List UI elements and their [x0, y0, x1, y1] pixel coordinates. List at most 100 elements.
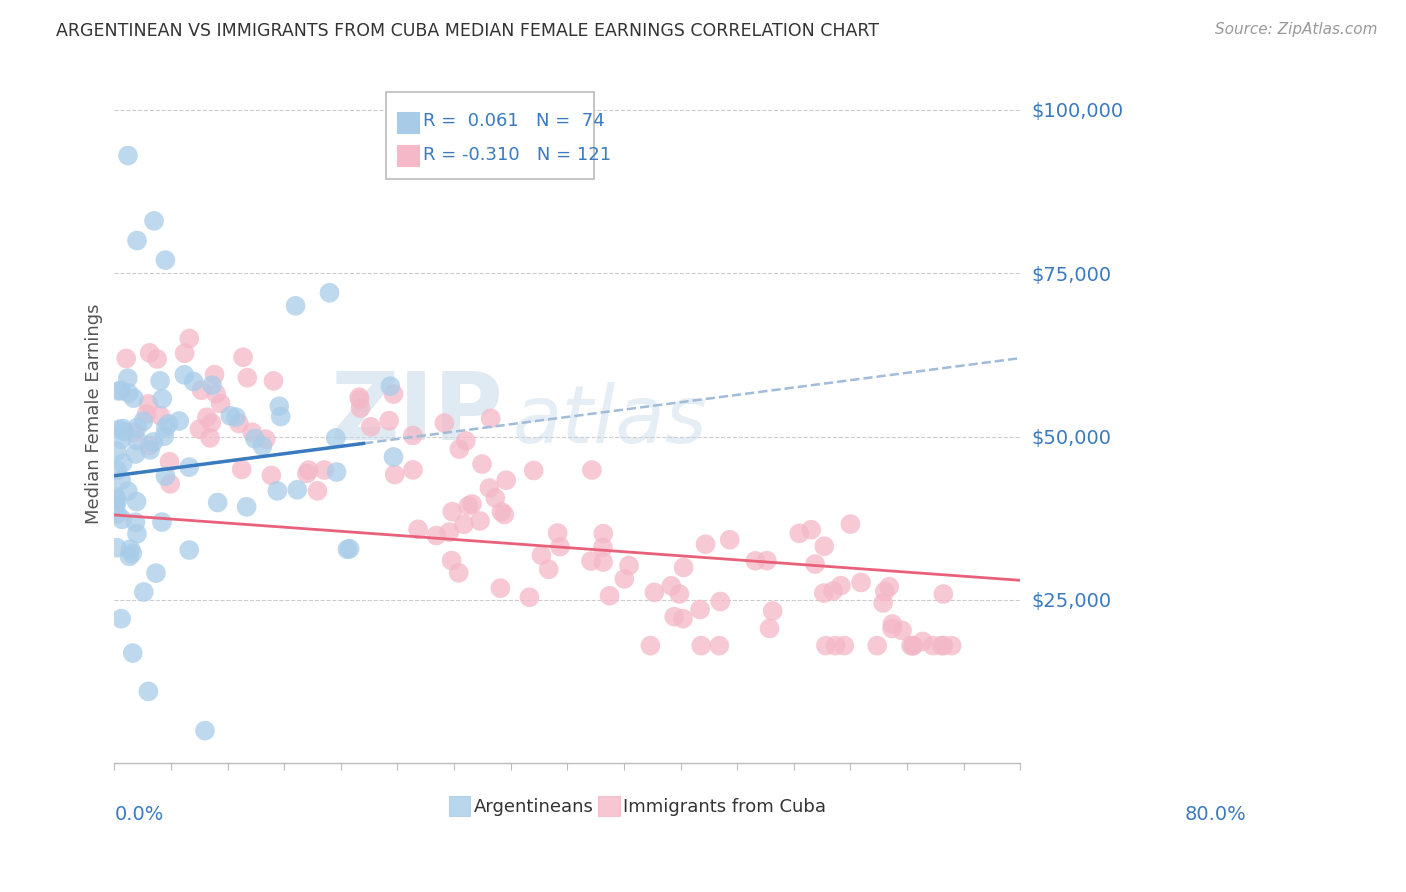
Point [121, 646, 143, 660]
Point [153, 429, 176, 443]
Point [672, 560, 695, 574]
Point [814, 639, 837, 653]
Point [382, 450, 405, 464]
Point [142, 434, 165, 449]
Point [941, 639, 963, 653]
Point [110, 433, 132, 447]
Point [672, 612, 695, 626]
Point [382, 387, 405, 401]
Point [125, 234, 148, 248]
Point [108, 384, 131, 398]
Point [201, 378, 224, 392]
Point [592, 541, 614, 555]
Point [105, 444, 128, 458]
Point [254, 432, 277, 446]
Point [111, 512, 134, 526]
Point [882, 616, 904, 631]
Point [179, 332, 201, 346]
Point [755, 554, 778, 568]
Point [159, 476, 181, 491]
Point [105, 541, 128, 555]
Point [314, 463, 336, 477]
Point [402, 463, 425, 477]
Point [225, 410, 247, 425]
Point [758, 622, 780, 636]
Point [349, 392, 371, 407]
Text: 80.0%: 80.0% [1185, 805, 1247, 824]
Point [138, 346, 160, 360]
Point [252, 439, 274, 453]
Point [744, 554, 766, 568]
Point [232, 350, 254, 364]
Point [243, 432, 266, 446]
Point [117, 148, 139, 162]
Point [198, 431, 221, 445]
Point [617, 558, 640, 573]
Point [378, 414, 401, 428]
Point [718, 533, 741, 547]
Point [167, 414, 190, 428]
Point [138, 397, 160, 411]
Point [173, 368, 195, 382]
Point [318, 285, 340, 300]
Point [297, 463, 319, 477]
Point [149, 409, 172, 423]
Point [804, 557, 827, 571]
Point [157, 417, 180, 431]
Point [138, 684, 160, 698]
Point [911, 634, 934, 648]
Point [849, 575, 872, 590]
Point [659, 579, 682, 593]
Point [115, 351, 138, 366]
Point [519, 591, 541, 605]
Point [132, 414, 155, 428]
Point [325, 465, 347, 479]
Point [219, 409, 242, 423]
Point [461, 497, 484, 511]
Point [592, 555, 614, 569]
Point [110, 384, 132, 398]
Point [479, 411, 502, 425]
Point [468, 514, 491, 528]
Point [179, 543, 201, 558]
Point [127, 434, 149, 448]
Point [235, 500, 257, 514]
Text: R =  0.061   N =  74: R = 0.061 N = 74 [423, 112, 605, 130]
Point [662, 609, 685, 624]
Point [190, 383, 212, 397]
Point [530, 548, 553, 562]
Point [349, 401, 371, 415]
FancyBboxPatch shape [396, 145, 419, 166]
Point [228, 417, 250, 431]
Point [200, 416, 222, 430]
Point [143, 214, 166, 228]
Point [104, 490, 127, 504]
Point [380, 379, 402, 393]
Point [110, 473, 132, 487]
Point [111, 456, 134, 470]
FancyBboxPatch shape [396, 112, 419, 133]
Point [762, 604, 785, 618]
Point [903, 639, 925, 653]
Point [932, 639, 955, 653]
Point [872, 596, 894, 610]
Point [336, 542, 359, 557]
Point [339, 541, 361, 556]
Point [139, 442, 162, 457]
Point [787, 526, 810, 541]
Text: Immigrants from Cuba: Immigrants from Cuba [623, 797, 827, 815]
Point [523, 463, 546, 477]
Point [207, 495, 229, 509]
Point [179, 460, 201, 475]
Point [284, 299, 307, 313]
Point [440, 553, 463, 567]
Point [800, 523, 823, 537]
Point [105, 493, 128, 508]
Text: 0.0%: 0.0% [114, 805, 163, 824]
Point [112, 422, 135, 436]
Point [402, 428, 425, 442]
Point [127, 420, 149, 434]
Point [873, 584, 896, 599]
Point [613, 572, 636, 586]
Point [145, 566, 167, 580]
